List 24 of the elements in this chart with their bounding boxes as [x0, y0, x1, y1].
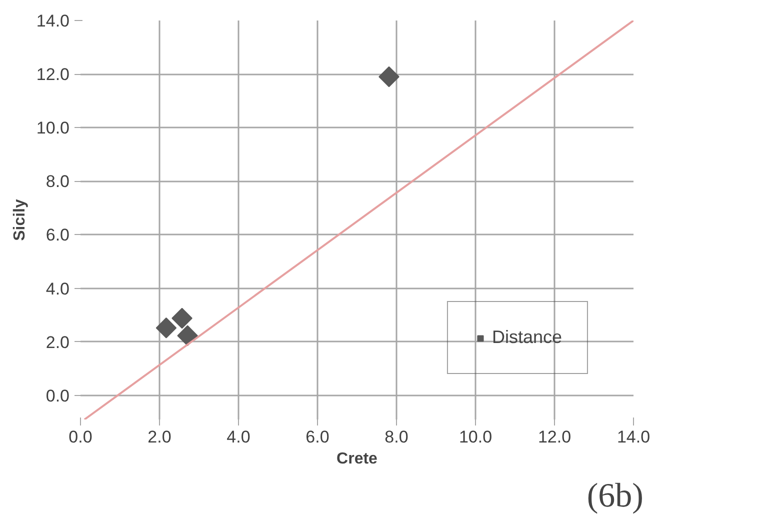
text: (6b): [586, 478, 644, 514]
y-tick-label: 8.0: [46, 172, 70, 192]
x-tick-label: 6.0: [306, 428, 330, 446]
point: [172, 308, 192, 329]
y-tick-label: 14.0: [36, 12, 70, 30]
x-tick-label: 8.0: [384, 428, 408, 446]
x-axis-title: Crete: [336, 450, 378, 468]
x-tick-label: 10.0: [458, 428, 492, 446]
x-tick-label: 14.0: [616, 428, 650, 446]
point: [378, 66, 400, 88]
y-tick-label: 6.0: [46, 226, 70, 245]
x-tick-label: 2.0: [148, 428, 172, 446]
y-tick-label: 0.0: [46, 386, 70, 406]
y-tick-label: 2.0: [46, 332, 70, 352]
x-tick-label: 0.0: [68, 428, 92, 446]
y-tick-label: 12.0: [36, 65, 70, 84]
y-tick-label: 4.0: [46, 279, 70, 298]
point: [177, 325, 198, 346]
y-axis-title: Sicily: [11, 198, 28, 241]
x-tick-label: 4.0: [226, 428, 250, 446]
point: [156, 318, 177, 338]
y-tick-label: 10.0: [36, 118, 70, 138]
legend-label: Distance: [492, 327, 562, 348]
x-tick-label: 12.0: [538, 428, 572, 446]
